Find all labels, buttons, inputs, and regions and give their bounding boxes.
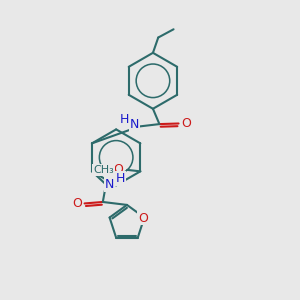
Text: H: H [116,172,125,185]
Text: O: O [113,164,123,176]
Text: N: N [105,178,114,191]
Text: O: O [138,212,148,225]
Text: CH₃: CH₃ [93,165,114,175]
Text: N: N [130,118,140,131]
Text: O: O [72,197,82,210]
Text: H: H [120,113,129,127]
Text: O: O [181,117,191,130]
